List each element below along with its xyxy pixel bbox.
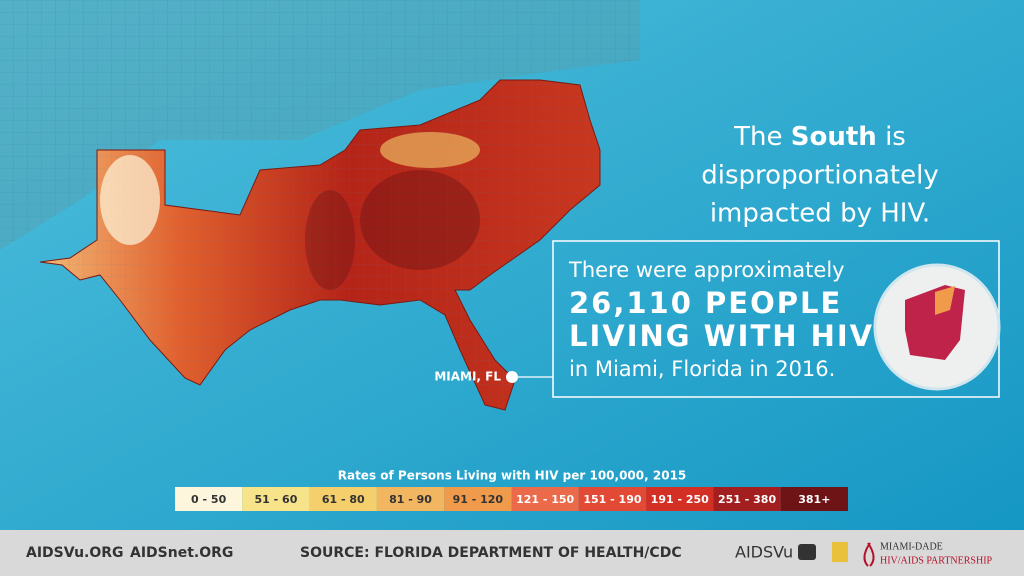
legend-label: 121 - 150: [516, 493, 574, 506]
logo-icon: [798, 544, 816, 560]
ribbon-icon: [863, 542, 875, 567]
legend-swatch: [511, 487, 579, 511]
logo-miami-dade: MIAMI-DADE: [880, 541, 943, 552]
miami-marker: [506, 371, 518, 383]
legend: 0 - 50 51 - 60 61 - 80 81 - 90 91 - 120 121 -…: [175, 487, 848, 511]
legend-label: 151 - 190: [583, 493, 641, 506]
miami-inset-map: [935, 286, 955, 315]
footer-link: AIDSVu.ORG: [26, 545, 124, 561]
legend-title: Rates of Persons Living with HIV per 100…: [338, 469, 687, 483]
logo-partnership: HIV/AIDS PARTNERSHIP: [880, 555, 993, 566]
legend-label: 381+: [798, 493, 830, 506]
headline: The South is: [733, 122, 906, 152]
legend-swatch: [242, 487, 310, 511]
map-dark-area: [305, 190, 355, 290]
legend-swatch: [376, 487, 445, 511]
map-light-area: [100, 155, 160, 245]
county-grid: [0, 0, 640, 250]
legend-swatch: [713, 487, 781, 511]
callout-text: in Miami, Florida in 2016.: [569, 357, 835, 381]
headline-line: impacted by HIV.: [710, 199, 930, 229]
footer-link: AIDSnet.ORG: [130, 545, 233, 561]
legend-label: 81 - 90: [389, 493, 432, 506]
logo-health: [832, 542, 848, 562]
map-light-area: [380, 132, 480, 168]
headline-post: is: [885, 122, 906, 152]
headline-pre: The: [733, 122, 782, 152]
legend-swatch: [309, 487, 377, 511]
headline-bold: South: [791, 122, 877, 152]
logo-aidsvu: AIDSVu: [735, 543, 793, 562]
legend-swatch: [578, 487, 647, 511]
legend-swatch: [646, 487, 714, 511]
legend-label: 51 - 60: [255, 493, 298, 506]
callout-emphasis: LIVING WITH HIV: [569, 319, 874, 353]
callout-text: There were approximately: [568, 258, 845, 282]
legend-label: 251 - 380: [718, 493, 776, 506]
footer-source: SOURCE: FLORIDA DEPARTMENT OF HEALTH/CDC: [300, 545, 682, 561]
legend-label: 91 - 120: [453, 493, 504, 506]
headline-line: disproportionately: [701, 161, 938, 191]
legend-label: 191 - 250: [651, 493, 709, 506]
legend-label: 0 - 50: [191, 493, 227, 506]
legend-swatch: [780, 487, 848, 511]
legend-label: 61 - 80: [322, 493, 365, 506]
callout-number: 26,110 PEOPLE: [569, 286, 842, 320]
map-dark-area: [360, 170, 480, 270]
legend-swatch: [175, 487, 243, 511]
map-label: MIAMI, FL: [434, 370, 501, 384]
footer: [0, 530, 1024, 576]
legend-swatch: [444, 487, 512, 511]
